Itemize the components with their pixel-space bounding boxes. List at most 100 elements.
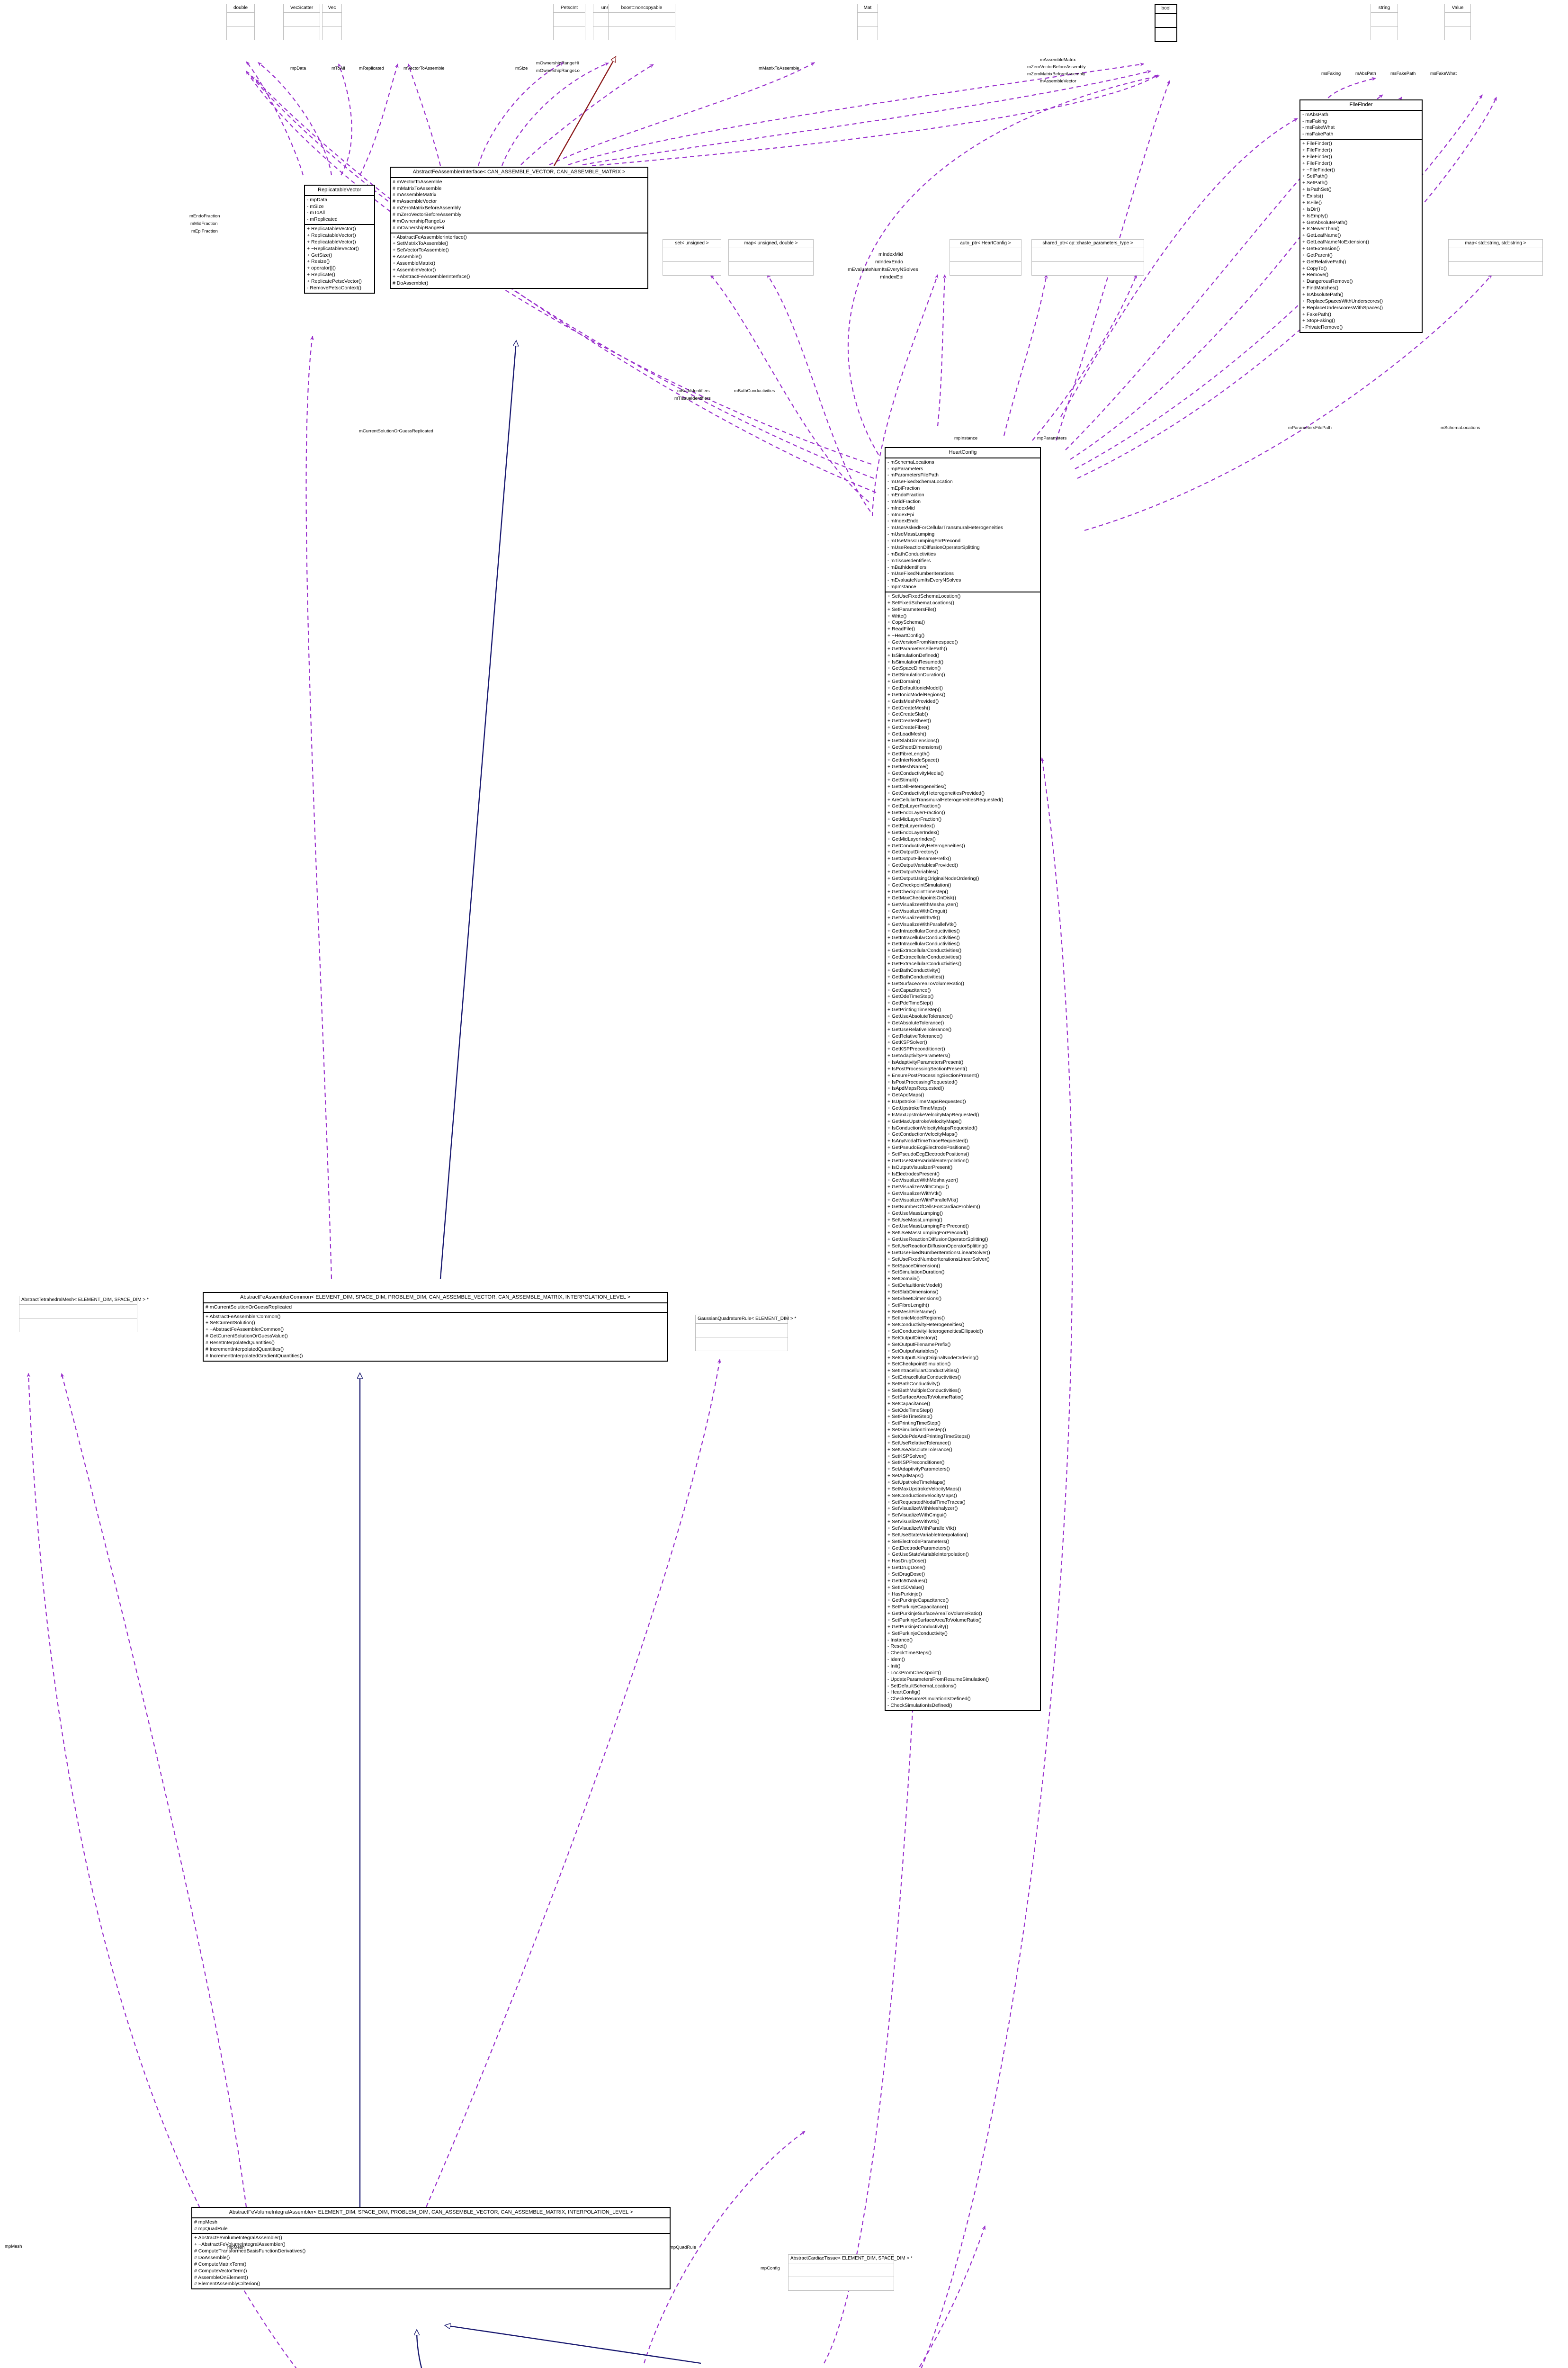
op-row: + GetVisualizeWithVtk(): [887, 915, 940, 921]
node-auto-ptr-heartconfig[interactable]: auto_ptr< HeartConfig >: [950, 239, 1021, 276]
node-title: double: [227, 4, 254, 13]
node-attrs: # mpMesh # mpQuadRule: [192, 2218, 670, 2234]
edge-label-mindexendo: mIndexEndo: [875, 259, 903, 265]
op-row: + GetEpiLayerIndex(): [887, 823, 935, 829]
op-row: + GetIntracellularConductivities(): [887, 934, 960, 941]
node-petscint[interactable]: PetscInt: [553, 4, 585, 40]
op-row: + GetVisualizerWithParallelVtk(): [887, 1197, 959, 1203]
op-row: + CopySchema(): [887, 619, 925, 626]
op-row: + GetParametersFilePath(): [887, 646, 947, 652]
op-row: + GetMaxCheckpointsOnDisk(): [887, 895, 957, 901]
node-title: ReplicatableVector: [305, 186, 374, 196]
node-attrs: [729, 248, 813, 262]
op-row: + IsOutputVisualizerPresent(): [887, 1164, 953, 1170]
attr-row: - mSize: [307, 203, 324, 209]
edge-label-mbathidentifiers: mBathIdentifiers: [677, 388, 710, 394]
op-row: + AbstractFeAssemblerCommon(): [206, 1313, 281, 1319]
node-double[interactable]: double: [226, 4, 255, 40]
attr-row: - mBathIdentifiers: [887, 564, 927, 570]
op-row: + GetDrugDose(): [887, 1565, 926, 1571]
op-row: + SetVisualizeWithCmgui(): [887, 1512, 947, 1518]
op-row: - UpdateParametersFromResumeSimulation(): [887, 1676, 989, 1682]
op-row: + GetCellHeterogeneities(): [887, 783, 947, 789]
op-row: + SetOutputUsingOriginalNodeOrdering(): [887, 1354, 979, 1361]
attr-row: - mpParameters: [887, 466, 923, 472]
node-heart-config[interactable]: HeartConfig - mSchemaLocations - mpParame…: [885, 447, 1041, 1712]
op-row: + IsEmpty(): [1302, 213, 1328, 219]
attr-row: - mReplicated: [307, 216, 338, 223]
op-row: + Remove(): [1302, 272, 1329, 278]
op-row: + SetKSPSolver(): [887, 1453, 927, 1459]
op-row: + GetPrintingTimeStep(): [887, 1007, 941, 1013]
node-attrs: [1445, 13, 1470, 27]
node-cardiac-tissue-ptr[interactable]: AbstractCardiacTissue< ELEMENT_DIM, SPAC…: [788, 2254, 913, 2291]
node-fe-assembler-interface[interactable]: AbstractFeAssemblerInterface< CAN_ASSEMB…: [390, 167, 648, 289]
node-shared-ptr-chaste-parameters[interactable]: shared_ptr< cp::chaste_parameters_type >: [1031, 239, 1144, 276]
op-row: + SetPurkinjeConductivity(): [887, 1630, 948, 1636]
op-row: + SetUseReactionDiffusionOperatorSplitti…: [887, 1243, 988, 1249]
edge-label-msize: mSize: [515, 66, 528, 71]
edge-label-msfakepath: msFakePath: [1390, 71, 1416, 76]
op-row: + GetExtension(): [1302, 245, 1340, 251]
op-row: + SetUpstrokeTimeMaps(): [887, 1479, 946, 1485]
node-attrs: - mSchemaLocations - mpParameters - mParam…: [886, 458, 1040, 592]
op-row: + SetFixedSchemaLocations(): [887, 600, 954, 606]
node-string[interactable]: string: [1371, 4, 1398, 40]
op-row: + SetElectrodeParameters(): [887, 1538, 950, 1544]
op-row: + Assemble(): [393, 254, 422, 260]
node-set-unsigned[interactable]: set< unsigned >: [663, 239, 721, 276]
node-tetrahedral-mesh-ptr[interactable]: AbstractTetrahedralMesh< ELEMENT_DIM, SP…: [19, 1296, 149, 1332]
node-title: map< std::string, std::string >: [1449, 240, 1542, 248]
op-row: + GetVisualizerWithCmgui(): [887, 1184, 949, 1190]
op-row: + GetMaxUpstrokeVelocityMaps(): [887, 1118, 962, 1124]
op-row: # GetCurrentSolutionOrGuessValue(): [206, 1333, 288, 1339]
node-mat[interactable]: Mat: [857, 4, 878, 40]
attr-row: - mpData: [307, 197, 328, 203]
edge-label-mmatrixtoassemble: mMatrixToAssemble: [759, 66, 799, 71]
op-row: + GetOutputUsingOriginalNodeOrdering(): [887, 875, 979, 881]
node-file-finder[interactable]: FileFinder - mAbsPath - msFaking - msFakeW…: [1299, 99, 1423, 333]
node-bool[interactable]: bool: [1155, 4, 1177, 42]
op-row: + IsSimulationDefined(): [887, 652, 940, 658]
node-vecscatter[interactable]: VecScatter: [283, 4, 320, 40]
node-map-string-string[interactable]: map< std::string, std::string >: [1448, 239, 1543, 276]
op-row: + GetMidLayerFraction(): [887, 816, 942, 823]
op-row: + SetOutputDirectory(): [887, 1335, 938, 1341]
op-row: + SetSimulationTimestep(): [887, 1427, 946, 1433]
op-row: + GetCheckpointSimulation(): [887, 882, 951, 888]
op-row: + GetInterNodeSpace(): [887, 757, 939, 763]
op-row: + SetUseRelativeTolerance(): [887, 1440, 951, 1446]
node-value[interactable]: Value: [1444, 4, 1471, 40]
node-fe-volume-integral-assembler[interactable]: AbstractFeVolumeIntegralAssembler< ELEME…: [191, 2207, 671, 2290]
op-row: + GetSpaceDimension(): [887, 665, 941, 672]
op-row: # ComputeTransformedBasisFunctionDerivat…: [194, 2248, 306, 2254]
attr-row: # mMatrixToAssemble: [393, 185, 442, 191]
op-row: + FileFinder(): [1302, 141, 1332, 147]
node-ops: [1449, 262, 1542, 275]
op-row: + SetAdaptivityParameters(): [887, 1466, 950, 1472]
op-row: + GetSlabDimensions(): [887, 737, 939, 744]
op-row: # AssembleOnElement(): [194, 2274, 248, 2280]
op-row: + SetKSPPreconditioner(): [887, 1460, 945, 1466]
node-boost-noncopyable[interactable]: boost::noncopyable: [608, 4, 675, 40]
node-gaussian-quadrature-rule-ptr[interactable]: GaussianQuadratureRule< ELEMENT_DIM > *: [695, 1315, 796, 1351]
op-row: + SetBathMultipleConductivities(): [887, 1387, 961, 1393]
edge-label-mpquadrule: mpQuadRule: [670, 2245, 696, 2250]
node-map-unsigned-double[interactable]: map< unsigned, double >: [728, 239, 814, 276]
node-ops: + AbstractFeVolumeIntegralAssembler() + …: [192, 2234, 670, 2288]
node-replicatable-vector[interactable]: ReplicatableVector - mpData - mSize - mT…: [304, 185, 375, 294]
attr-row: - mIndexMid: [887, 505, 915, 511]
node-ops: [19, 1319, 137, 1332]
op-row: + SetExtracellularConductivities(): [887, 1374, 961, 1381]
op-row: + GetVersionFromNamespace(): [887, 639, 958, 645]
op-row: + GetExtracellularConductivities(): [887, 961, 962, 967]
node-attrs: [788, 2263, 894, 2277]
attr-row: - mSchemaLocations: [887, 459, 934, 465]
node-vec[interactable]: Vec: [322, 4, 342, 40]
op-row: + SetSheetDimensions(): [887, 1295, 942, 1301]
op-row: - Instance(): [887, 1637, 913, 1643]
node-fe-assembler-common[interactable]: AbstractFeAssemblerCommon< ELEMENT_DIM, …: [203, 1292, 668, 1362]
attr-row: # mZeroMatrixBeforeAssembly: [393, 205, 461, 211]
